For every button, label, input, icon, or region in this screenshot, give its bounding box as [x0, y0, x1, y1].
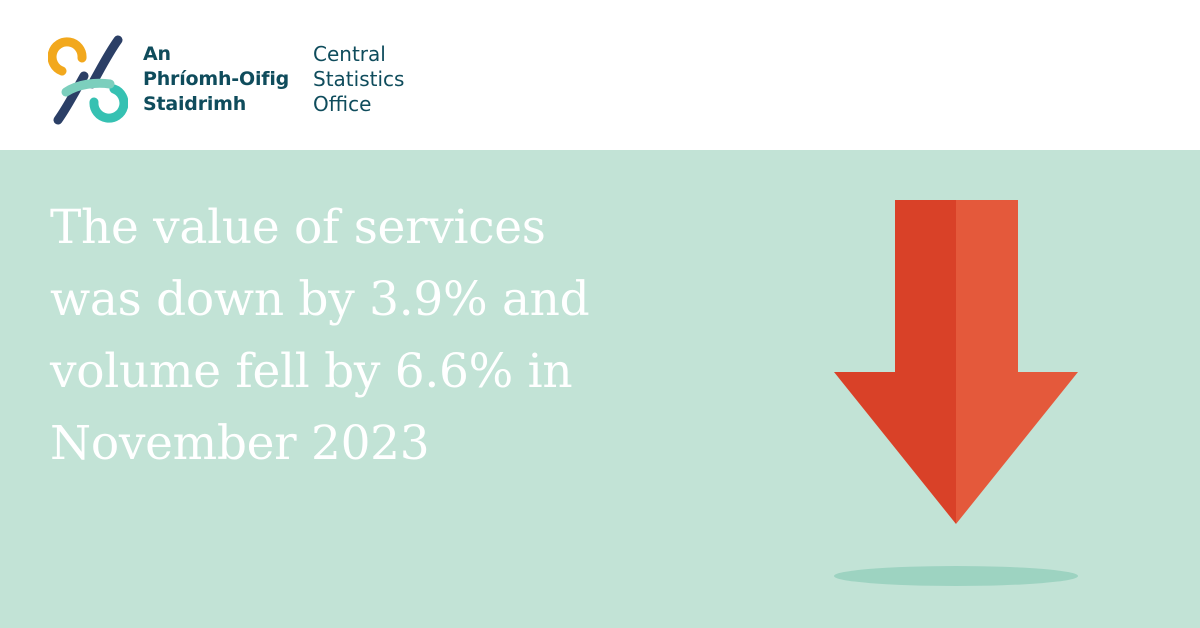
headline-line: The value of services	[50, 200, 546, 255]
logo-irish-line: Phríomh-Oifig	[143, 68, 290, 90]
down-arrow-icon	[834, 200, 1078, 586]
logo-english-line: Central	[313, 42, 386, 66]
logo-irish-line: An	[143, 43, 171, 65]
logo-english-line: Statistics	[313, 67, 405, 91]
logo-english-name: Central Statistics Office	[313, 42, 404, 117]
logo-irish-line: Staidrimh	[143, 93, 247, 115]
headline-line: volume fell by 6.6% in	[50, 344, 573, 399]
header: An Phríomh-Oifig Staidrimh Central Stati…	[0, 0, 1200, 150]
logo-irish-name: An Phríomh-Oifig Staidrimh	[143, 42, 289, 117]
headline-line: was down by 3.9% and	[50, 272, 590, 327]
headline-line: November 2023	[50, 416, 430, 471]
cso-logo-mark-icon	[48, 35, 128, 125]
headline-text: The value of services was down by 3.9% a…	[50, 192, 750, 480]
logo-english-line: Office	[313, 92, 372, 116]
